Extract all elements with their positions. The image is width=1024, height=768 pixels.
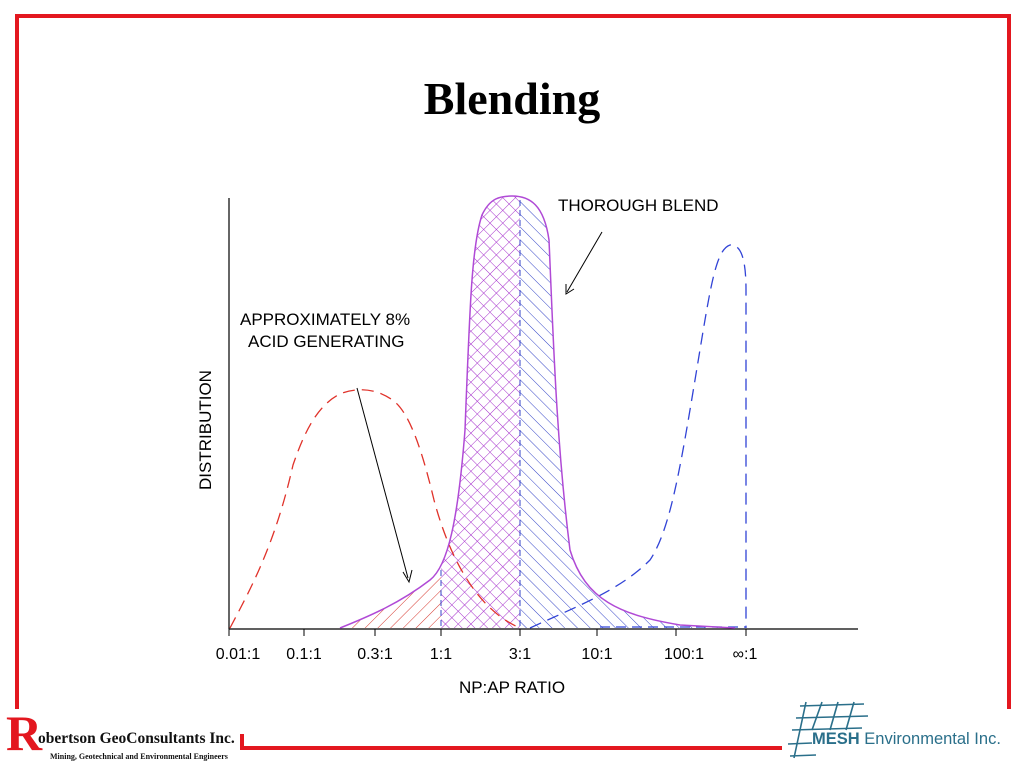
frame-left-border bbox=[15, 14, 19, 709]
annotation-acid-line2: ACID GENERATING bbox=[248, 332, 404, 351]
mesh-logo-name: MESH Environmental Inc. bbox=[812, 730, 1001, 749]
x-tick-label-2: 0.3:1 bbox=[357, 646, 393, 663]
mesh-logo: MESH Environmental Inc. bbox=[782, 700, 1018, 764]
robertson-logo-name: obertson GeoConsultants Inc. bbox=[38, 730, 235, 747]
y-axis-title: DISTRIBUTION bbox=[196, 370, 215, 490]
frame-bottom-tick bbox=[240, 734, 244, 750]
x-tick-label-3: 1:1 bbox=[430, 646, 452, 663]
page-title: Blending bbox=[423, 73, 601, 124]
acid-leader-line bbox=[356, 387, 409, 579]
frame-bottom-border bbox=[242, 746, 782, 750]
acid-distribution-curve bbox=[229, 389, 521, 629]
mesh-logo-grid-icon bbox=[787, 701, 869, 759]
x-tick-marks bbox=[228, 629, 747, 636]
x-tick-label-7: ∞:1 bbox=[733, 646, 758, 663]
hatch-neutral-region bbox=[520, 196, 735, 628]
hatch-acid-region bbox=[340, 196, 441, 628]
distribution-chart: 0.01:1 0.1:1 0.3:1 1:1 3:1 10:1 100:1 ∞:… bbox=[196, 195, 858, 697]
annotation-blend: THOROUGH BLEND bbox=[558, 196, 719, 215]
robertson-logo-tagline: Mining, Geotechnical and Environmental E… bbox=[50, 752, 228, 761]
hatch-mixed-region bbox=[441, 196, 520, 628]
alkaline-distribution-curve bbox=[529, 244, 747, 629]
blend-leader-arrowhead bbox=[565, 284, 575, 295]
x-axis-title: NP:AP RATIO bbox=[459, 678, 565, 697]
mesh-logo-name-bold: MESH bbox=[812, 730, 860, 748]
blend-hatching bbox=[340, 196, 735, 628]
x-tick-label-6: 100:1 bbox=[664, 646, 704, 663]
thorough-blend-curve bbox=[339, 195, 736, 629]
blend-leader-line bbox=[566, 231, 603, 293]
annotation-acid-line1: APPROXIMATELY 8% bbox=[240, 310, 410, 329]
acid-leader-arrowhead bbox=[402, 569, 413, 584]
x-tick-label-1: 0.1:1 bbox=[286, 646, 322, 663]
frame-right-border bbox=[1007, 14, 1011, 709]
mesh-logo-name-rest: Environmental Inc. bbox=[859, 730, 1001, 748]
x-tick-label-4: 3:1 bbox=[509, 646, 531, 663]
frame-top-border bbox=[15, 14, 1011, 18]
x-tick-label-0: 0.01:1 bbox=[216, 646, 261, 663]
robertson-logo: R obertson GeoConsultants Inc. Mining, G… bbox=[4, 708, 244, 764]
robertson-logo-initial: R bbox=[6, 705, 43, 761]
x-tick-label-5: 10:1 bbox=[581, 646, 612, 663]
